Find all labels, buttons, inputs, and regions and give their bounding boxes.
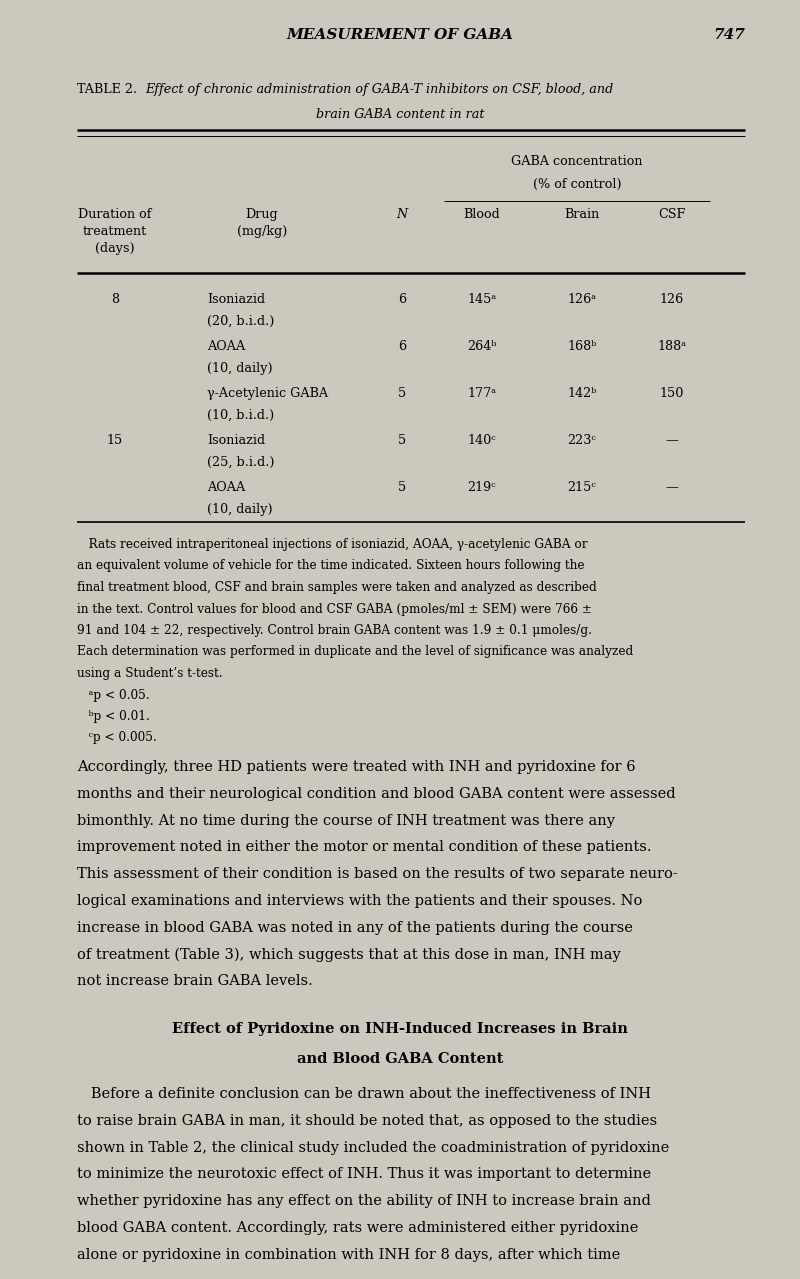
- Text: This assessment of their condition is based on the results of two separate neuro: This assessment of their condition is ba…: [77, 867, 678, 881]
- Text: 6: 6: [398, 293, 406, 306]
- Text: 126ᵃ: 126ᵃ: [567, 293, 597, 306]
- Text: in the text. Control values for blood and CSF GABA (pmoles/ml ± SEM) were 766 ±: in the text. Control values for blood an…: [77, 602, 592, 615]
- Text: GABA concentration: GABA concentration: [511, 155, 642, 168]
- Text: logical examinations and interviews with the patients and their spouses. No: logical examinations and interviews with…: [77, 894, 642, 908]
- Text: final treatment blood, CSF and brain samples were taken and analyzed as describe: final treatment blood, CSF and brain sam…: [77, 581, 597, 593]
- Text: 219ᶜ: 219ᶜ: [468, 481, 496, 494]
- Text: 140ᶜ: 140ᶜ: [468, 434, 496, 446]
- Text: γ-Acetylenic GABA: γ-Acetylenic GABA: [207, 388, 328, 400]
- Text: bimonthly. At no time during the course of INH treatment was there any: bimonthly. At no time during the course …: [77, 813, 615, 828]
- Text: alone or pyridoxine in combination with INH for 8 days, after which time: alone or pyridoxine in combination with …: [77, 1248, 620, 1262]
- Text: (10, b.i.d.): (10, b.i.d.): [207, 409, 274, 422]
- Text: shown in Table 2, the clinical study included the coadministration of pyridoxine: shown in Table 2, the clinical study inc…: [77, 1141, 670, 1155]
- Text: 126: 126: [660, 293, 684, 306]
- Text: 215ᶜ: 215ᶜ: [568, 481, 596, 494]
- Text: improvement noted in either the motor or mental condition of these patients.: improvement noted in either the motor or…: [77, 840, 651, 854]
- Text: (10, daily): (10, daily): [207, 362, 273, 375]
- Text: TABLE 2.: TABLE 2.: [77, 83, 137, 96]
- Text: 5: 5: [398, 481, 406, 494]
- Text: whether pyridoxine has any effect on the ability of INH to increase brain and: whether pyridoxine has any effect on the…: [77, 1195, 651, 1209]
- Text: not increase brain GABA levels.: not increase brain GABA levels.: [77, 975, 313, 989]
- Text: to raise brain GABA in man, it should be noted that, as opposed to the studies: to raise brain GABA in man, it should be…: [77, 1114, 657, 1128]
- Text: AOAA: AOAA: [207, 481, 246, 494]
- Text: Isoniazid: Isoniazid: [207, 434, 265, 446]
- Text: (% of control): (% of control): [533, 178, 622, 191]
- Text: 177ᵃ: 177ᵃ: [467, 388, 497, 400]
- Text: brain GABA content in rat: brain GABA content in rat: [316, 107, 484, 122]
- Text: ᵇp < 0.01.: ᵇp < 0.01.: [77, 710, 150, 723]
- Text: 150: 150: [660, 388, 684, 400]
- Text: 747: 747: [713, 28, 745, 42]
- Text: blood GABA content. Accordingly, rats were administered either pyridoxine: blood GABA content. Accordingly, rats we…: [77, 1221, 638, 1236]
- Text: Brain: Brain: [564, 208, 600, 221]
- Text: 145ᵃ: 145ᵃ: [467, 293, 497, 306]
- Text: (10, daily): (10, daily): [207, 503, 273, 515]
- Text: Drug
(mg/kg): Drug (mg/kg): [237, 208, 287, 238]
- Text: —: —: [666, 481, 678, 494]
- Text: Effect of Pyridoxine on INH-Induced Increases in Brain: Effect of Pyridoxine on INH-Induced Incr…: [172, 1022, 628, 1036]
- Text: 142ᵇ: 142ᵇ: [567, 388, 597, 400]
- Text: using a Student’s t-test.: using a Student’s t-test.: [77, 668, 222, 680]
- Text: 188ᵃ: 188ᵃ: [658, 340, 686, 353]
- Text: 264ᵇ: 264ᵇ: [467, 340, 497, 353]
- Text: CSF: CSF: [658, 208, 686, 221]
- Text: 15: 15: [107, 434, 123, 446]
- Text: 91 and 104 ± 22, respectively. Control brain GABA content was 1.9 ± 0.1 μmoles/g: 91 and 104 ± 22, respectively. Control b…: [77, 624, 592, 637]
- Text: Each determination was performed in duplicate and the level of significance was : Each determination was performed in dupl…: [77, 646, 634, 659]
- Text: of treatment (Table 3), which suggests that at this dose in man, INH may: of treatment (Table 3), which suggests t…: [77, 948, 621, 962]
- Text: Duration of
treatment
(days): Duration of treatment (days): [78, 208, 152, 255]
- Text: 5: 5: [398, 434, 406, 446]
- Text: Blood: Blood: [464, 208, 500, 221]
- Text: Before a definite conclusion can be drawn about the ineffectiveness of INH: Before a definite conclusion can be draw…: [77, 1087, 651, 1101]
- Text: MEASUREMENT OF GABA: MEASUREMENT OF GABA: [286, 28, 514, 42]
- Text: Isoniazid: Isoniazid: [207, 293, 265, 306]
- Text: Rats received intraperitoneal injections of isoniazid, AOAA, γ-acetylenic GABA o: Rats received intraperitoneal injections…: [77, 538, 588, 551]
- Text: 5: 5: [398, 388, 406, 400]
- Text: increase in blood GABA was noted in any of the patients during the course: increase in blood GABA was noted in any …: [77, 921, 633, 935]
- Text: N: N: [397, 208, 407, 221]
- Text: Effect of chronic administration of GABA-T inhibitors on CSF, blood, and: Effect of chronic administration of GABA…: [145, 83, 614, 96]
- Text: (25, b.i.d.): (25, b.i.d.): [207, 457, 274, 469]
- Text: an equivalent volume of vehicle for the time indicated. Sixteen hours following : an equivalent volume of vehicle for the …: [77, 559, 585, 573]
- Text: to minimize the neurotoxic effect of INH. Thus it was important to determine: to minimize the neurotoxic effect of INH…: [77, 1168, 651, 1182]
- Text: (20, b.i.d.): (20, b.i.d.): [207, 315, 274, 327]
- Text: 223ᶜ: 223ᶜ: [568, 434, 596, 446]
- Text: and Blood GABA Content: and Blood GABA Content: [297, 1053, 503, 1065]
- Text: 168ᵇ: 168ᵇ: [567, 340, 597, 353]
- Text: 6: 6: [398, 340, 406, 353]
- Text: —: —: [666, 434, 678, 446]
- Text: 8: 8: [111, 293, 119, 306]
- Text: AOAA: AOAA: [207, 340, 246, 353]
- Text: ᶜp < 0.005.: ᶜp < 0.005.: [77, 732, 157, 744]
- Text: months and their neurological condition and blood GABA content were assessed: months and their neurological condition …: [77, 787, 676, 801]
- Text: ᵃp < 0.05.: ᵃp < 0.05.: [77, 688, 150, 701]
- Text: Accordingly, three HD patients were treated with INH and pyridoxine for 6: Accordingly, three HD patients were trea…: [77, 760, 636, 774]
